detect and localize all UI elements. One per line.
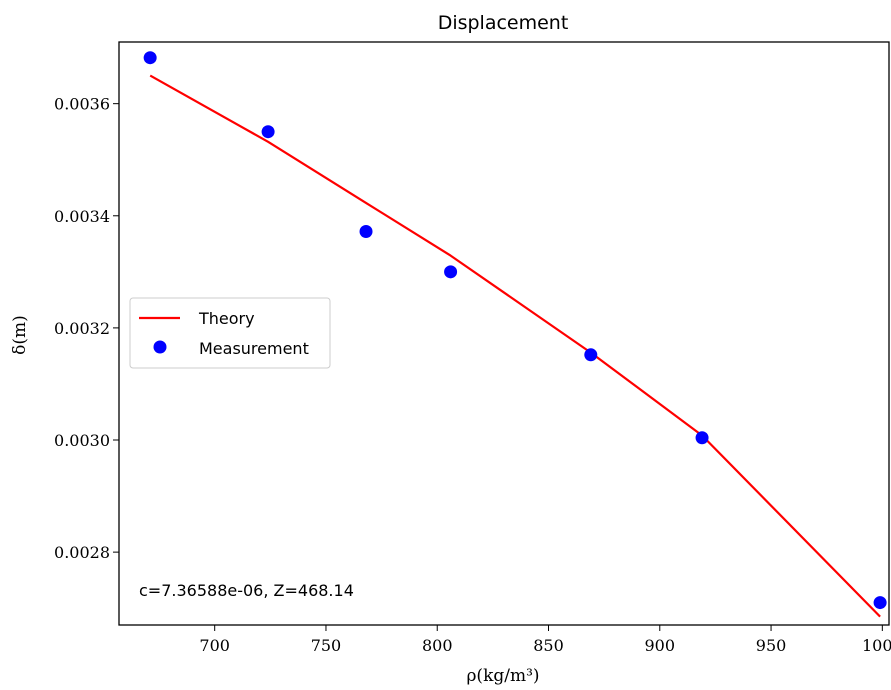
y-tick-label: 0.0030	[54, 431, 110, 450]
measurement-point	[584, 348, 598, 362]
x-tick-label: 950	[756, 636, 787, 655]
fit-annotation: c=7.36588e-06, Z=468.14	[139, 581, 354, 600]
legend-box	[129, 297, 331, 369]
measurement-point	[873, 596, 887, 610]
x-tick-label: 850	[533, 636, 564, 655]
measurement-point	[695, 431, 709, 445]
measurement-point	[359, 224, 373, 238]
x-tick-label: 800	[422, 636, 453, 655]
y-tick-label: 0.0036	[54, 95, 110, 114]
x-axis-label: ρ(kg/m³)	[466, 666, 539, 686]
measurement-point	[261, 125, 275, 139]
plot-frame	[118, 41, 890, 626]
chart-title: Displacement	[438, 12, 569, 34]
measurement-point	[143, 51, 157, 65]
legend-theory-label: Theory	[198, 309, 255, 328]
x-tick-label: 750	[311, 636, 342, 655]
y-axis-label: δ(m)	[10, 315, 30, 355]
legend: Theory Measurement	[129, 297, 331, 369]
x-tick-label: 700	[199, 636, 230, 655]
legend-measurement-swatch	[153, 340, 167, 354]
y-tick-label: 0.0034	[54, 207, 110, 226]
y-tick-label: 0.0028	[54, 543, 110, 562]
measurement-point	[444, 265, 458, 279]
y-tick-label: 0.0032	[54, 319, 110, 338]
legend-measurement-label: Measurement	[199, 339, 309, 358]
x-tick-label: 900	[645, 636, 676, 655]
